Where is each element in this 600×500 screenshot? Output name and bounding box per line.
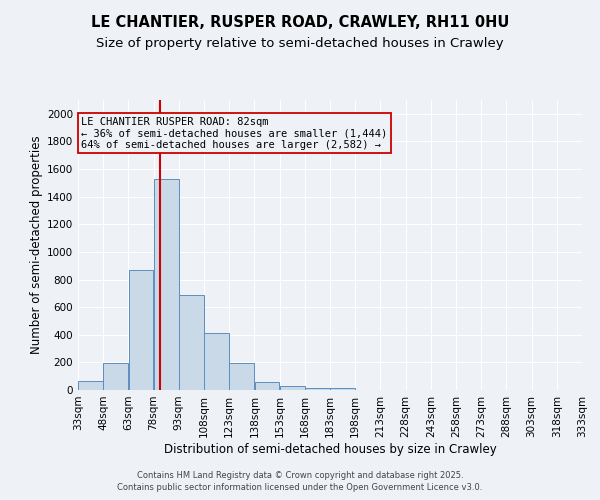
X-axis label: Distribution of semi-detached houses by size in Crawley: Distribution of semi-detached houses by … — [164, 442, 496, 456]
Text: Contains public sector information licensed under the Open Government Licence v3: Contains public sector information licen… — [118, 484, 482, 492]
Bar — [280, 386, 305, 390]
Bar — [330, 388, 355, 390]
Text: LE CHANTIER, RUSPER ROAD, CRAWLEY, RH11 0HU: LE CHANTIER, RUSPER ROAD, CRAWLEY, RH11 … — [91, 15, 509, 30]
Bar — [103, 363, 128, 390]
Bar — [305, 388, 330, 390]
Text: Contains HM Land Registry data © Crown copyright and database right 2025.: Contains HM Land Registry data © Crown c… — [137, 471, 463, 480]
Text: Size of property relative to semi-detached houses in Crawley: Size of property relative to semi-detach… — [96, 38, 504, 51]
Bar — [78, 381, 103, 390]
Bar — [179, 294, 204, 390]
Bar — [204, 332, 229, 390]
Bar — [128, 270, 154, 390]
Bar — [229, 363, 254, 390]
Text: LE CHANTIER RUSPER ROAD: 82sqm
← 36% of semi-detached houses are smaller (1,444): LE CHANTIER RUSPER ROAD: 82sqm ← 36% of … — [82, 116, 388, 150]
Bar — [154, 178, 179, 390]
Y-axis label: Number of semi-detached properties: Number of semi-detached properties — [30, 136, 43, 354]
Bar — [254, 382, 280, 390]
